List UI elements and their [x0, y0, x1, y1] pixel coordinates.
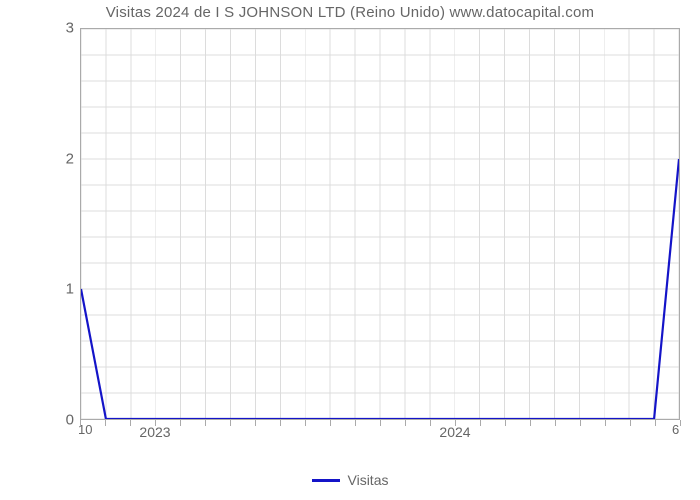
grid: [81, 29, 679, 419]
xtick-mark: [405, 420, 406, 426]
xtick-mark: [430, 420, 431, 426]
xtick-label: 2024: [439, 424, 470, 440]
xtick-mark: [530, 420, 531, 426]
xtick-mark: [80, 420, 81, 426]
xtick-mark: [180, 420, 181, 426]
xtick-mark: [280, 420, 281, 426]
xtick-mark: [505, 420, 506, 426]
legend: Visitas: [0, 472, 700, 488]
xtick-mark: [330, 420, 331, 426]
plot-area: [80, 28, 680, 420]
xtick-mark: [255, 420, 256, 426]
xtick-mark: [155, 420, 156, 426]
xtick-label: 2023: [139, 424, 170, 440]
xtick-mark: [455, 420, 456, 426]
xtick-mark: [380, 420, 381, 426]
ytick-label: 0: [14, 412, 74, 429]
chart-title: Visitas 2024 de I S JOHNSON LTD (Reino U…: [0, 4, 700, 21]
xtick-mark: [355, 420, 356, 426]
xtick-mark: [305, 420, 306, 426]
legend-label: Visitas: [348, 472, 389, 488]
x-corner-right-label: 6: [672, 422, 679, 437]
ytick-label: 1: [14, 281, 74, 298]
xtick-mark: [555, 420, 556, 426]
xtick-mark: [630, 420, 631, 426]
ytick-label: 3: [14, 20, 74, 37]
xtick-mark: [130, 420, 131, 426]
chart-container: Visitas 2024 de I S JOHNSON LTD (Reino U…: [0, 0, 700, 500]
xtick-mark: [580, 420, 581, 426]
plot-svg: [81, 29, 679, 419]
legend-swatch: [312, 479, 340, 482]
xtick-mark: [605, 420, 606, 426]
xtick-mark: [230, 420, 231, 426]
xtick-mark: [655, 420, 656, 426]
xtick-mark: [205, 420, 206, 426]
xtick-mark: [105, 420, 106, 426]
xtick-mark: [680, 420, 681, 426]
ytick-label: 2: [14, 150, 74, 167]
xtick-mark: [480, 420, 481, 426]
